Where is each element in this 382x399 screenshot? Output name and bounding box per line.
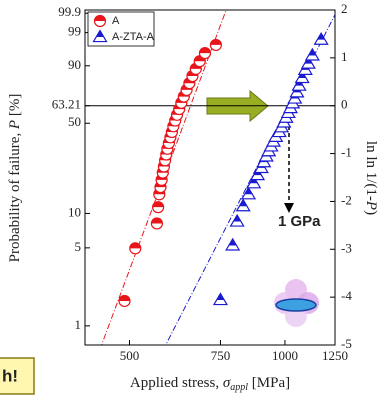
y-tick-label: 90	[68, 57, 81, 72]
y2-tick-label: -3	[341, 240, 352, 255]
marker-fill	[233, 215, 241, 222]
marker-fill	[229, 238, 237, 246]
marker-fill	[317, 33, 325, 40]
x-tick-label: 1250	[322, 348, 348, 363]
marker-fill	[239, 199, 247, 207]
illustration	[274, 279, 319, 327]
y-tick-label: 5	[75, 239, 82, 254]
marker-fill	[152, 201, 164, 208]
callout-text: h!	[2, 366, 18, 385]
legend-marker	[92, 29, 108, 43]
point	[150, 217, 164, 230]
plot-frame	[84, 9, 336, 346]
x-tick-label: 1000	[272, 348, 298, 363]
marker-fill	[210, 39, 222, 45]
point	[198, 46, 212, 60]
marker-fill	[119, 295, 131, 301]
y2-axis-label: ln ln 1/(1-P)	[363, 141, 379, 215]
marker-fill	[94, 15, 106, 21]
arrow-head	[284, 203, 294, 213]
y2-tick-label: -1	[341, 145, 352, 160]
point	[129, 242, 142, 255]
y2-tick-label: 1	[341, 49, 348, 64]
callout-box	[0, 357, 35, 395]
point	[229, 213, 245, 227]
y2-tick-label: 2	[341, 1, 348, 16]
marker-fill	[244, 187, 253, 195]
point	[212, 292, 228, 306]
legend-label: A-ZTA-A	[112, 31, 155, 43]
y-tick-label: 99	[68, 24, 81, 39]
y2-tick-label: -5	[341, 336, 352, 351]
annotation: 1 GPa	[278, 213, 321, 230]
x-tick-label: 750	[211, 348, 231, 363]
y-axis-label: Probability of failure, P [%]	[7, 94, 23, 263]
legend-label: A	[112, 15, 120, 27]
marker-fill	[129, 242, 141, 249]
point	[313, 31, 329, 45]
point	[240, 186, 257, 200]
point	[152, 201, 165, 214]
point	[209, 38, 223, 52]
y-tick-label: 99.9	[58, 4, 81, 19]
y2-tick-label: 0	[341, 97, 348, 112]
point	[235, 198, 251, 212]
y2-tick-label: -4	[341, 288, 352, 303]
x-tick-label: 500	[120, 348, 140, 363]
y-tick-label: 50	[68, 114, 81, 129]
x-axis-label: Applied stress, σappl [MPa]	[130, 375, 290, 393]
y2-tick-label: -2	[341, 192, 352, 207]
point	[304, 47, 320, 61]
marker-fill	[96, 30, 104, 37]
marker-fill	[151, 217, 163, 224]
legend-marker	[93, 14, 107, 28]
marker-fill	[308, 48, 316, 56]
y-tick-label: 1	[75, 317, 82, 332]
point	[118, 294, 131, 308]
marker-fill	[199, 47, 211, 54]
y-tick-label: 63.21	[52, 97, 81, 112]
point	[225, 237, 241, 251]
y-tick-label: 10	[68, 204, 81, 219]
marker-fill	[216, 293, 225, 301]
